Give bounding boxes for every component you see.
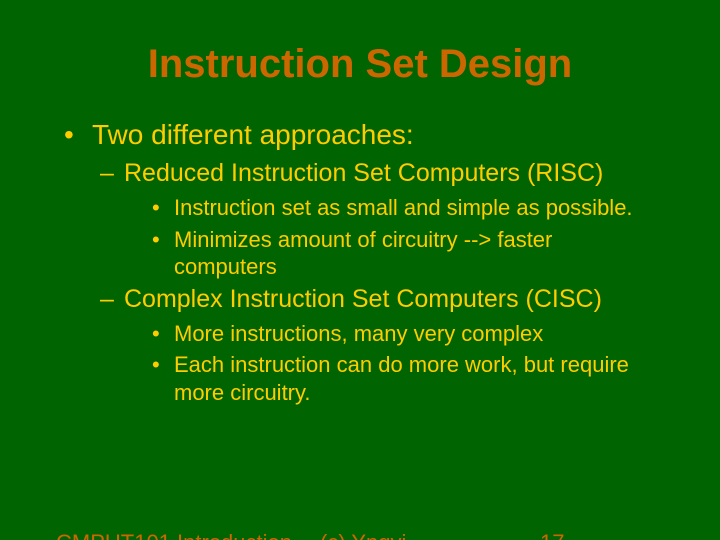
bullet-level3: Minimizes amount of circuitry --> faster… bbox=[152, 226, 664, 281]
bullet-level3: More instructions, many very complex bbox=[152, 320, 664, 348]
bullet-level2-risc: Reduced Instruction Set Computers (RISC) bbox=[100, 159, 664, 188]
bullet-level2-cisc: Complex Instruction Set Computers (CISC) bbox=[100, 285, 664, 314]
slide-container: Instruction Set Design Two different app… bbox=[0, 0, 720, 540]
slide-title: Instruction Set Design bbox=[56, 42, 664, 87]
bullet-level3: Instruction set as small and simple as p… bbox=[152, 194, 664, 222]
bullet-level3: Each instruction can do more work, but r… bbox=[152, 351, 664, 406]
bullet-level1: Two different approaches: bbox=[64, 119, 664, 151]
footer-left-text: CMPUT101 Introduction bbox=[56, 530, 292, 540]
footer-page-number: 17 bbox=[540, 530, 564, 540]
footer-center-text: (c) Yngvi bbox=[320, 530, 406, 540]
